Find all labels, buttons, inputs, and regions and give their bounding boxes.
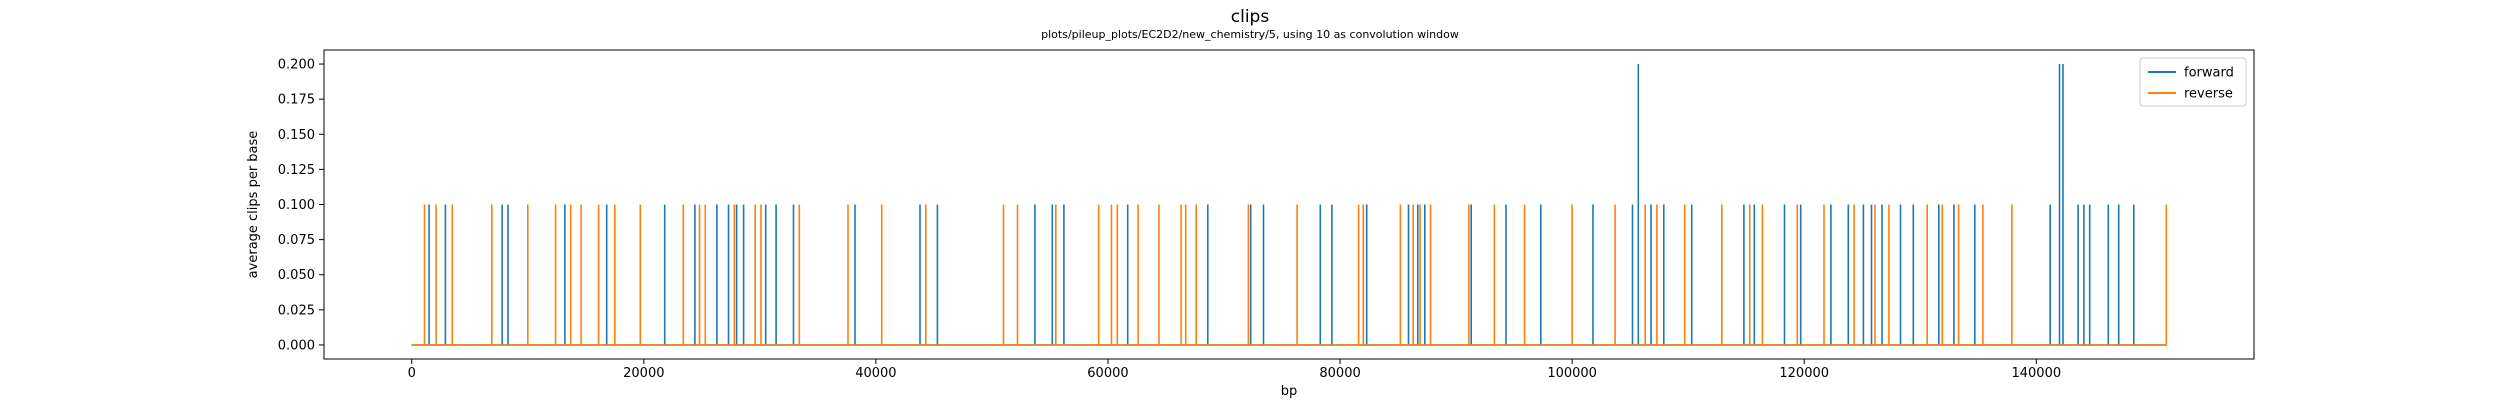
y-tick-label: 0.000 xyxy=(278,338,315,353)
x-axis-ticks: 0 20000 40000 60000 80000 100000 120000 140000 xyxy=(408,359,2061,381)
y-tick-label: 0.075 xyxy=(278,233,315,248)
x-tick-label: 40000 xyxy=(855,366,896,381)
y-tick-label: 0.175 xyxy=(278,93,315,108)
legend-label-forward: forward xyxy=(2184,66,2234,81)
y-tick-label: 0.025 xyxy=(278,303,315,318)
x-tick-label: 60000 xyxy=(1087,366,1128,381)
y-tick-label: 0.150 xyxy=(278,128,315,143)
x-tick-label: 80000 xyxy=(1319,366,1360,381)
y-axis-label: average clips per base xyxy=(246,131,261,279)
y-tick-label: 0.100 xyxy=(278,198,315,213)
x-axis-label: bp xyxy=(1281,384,1298,399)
chart-subtitle: plots/pileup_plots/EC2D2/new_chemistry/5… xyxy=(1041,28,1459,41)
x-tick-label: 20000 xyxy=(623,366,664,381)
series-line-forward xyxy=(411,64,2167,346)
x-tick-label: 140000 xyxy=(2011,366,2061,381)
y-tick-label: 0.050 xyxy=(278,268,315,283)
y-tick-label: 0.125 xyxy=(278,163,315,178)
series-line-reverse xyxy=(411,204,2168,346)
chart-title: clips xyxy=(1231,7,1270,27)
x-tick-label: 100000 xyxy=(1547,366,1597,381)
legend: forward reverse xyxy=(2139,57,2247,107)
y-tick-label: 0.200 xyxy=(278,58,315,73)
x-tick-label: 120000 xyxy=(1779,366,1829,381)
series-layer xyxy=(411,64,2168,346)
y-axis-ticks: 0.000 0.025 0.050 0.075 0.100 0.125 0.150 0.175… xyxy=(278,58,324,353)
legend-label-reverse: reverse xyxy=(2184,87,2233,102)
x-tick-label: 0 xyxy=(408,366,416,381)
